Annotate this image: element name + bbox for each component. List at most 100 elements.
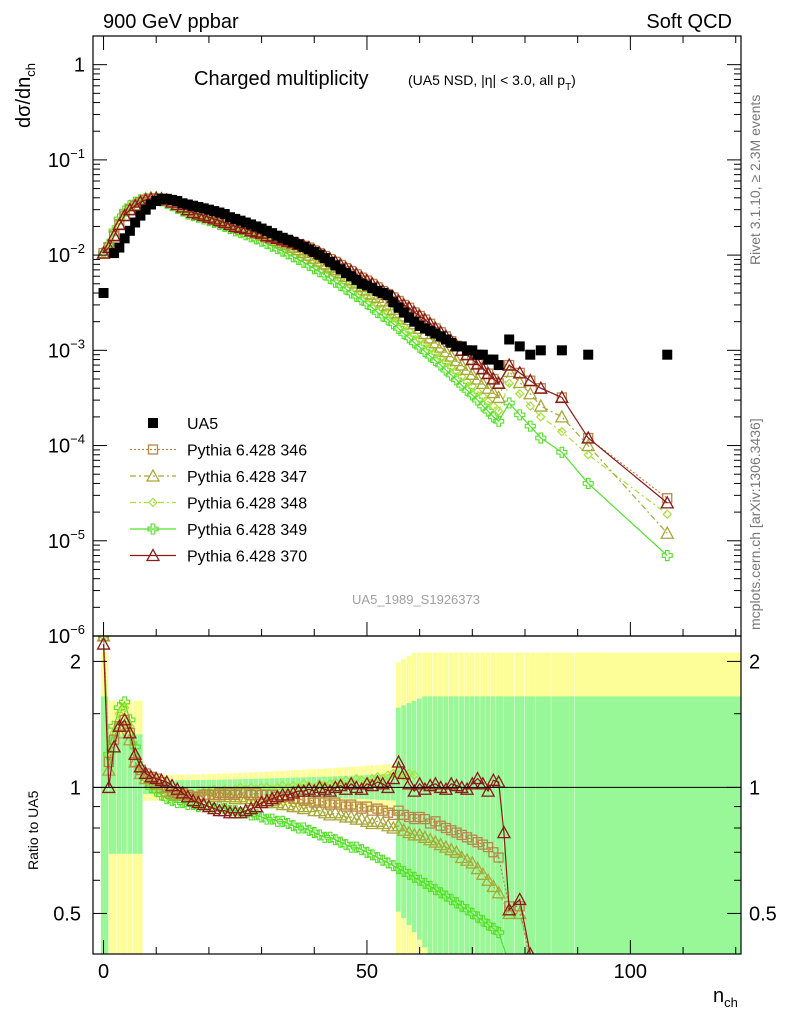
band-inner bbox=[496, 696, 504, 954]
marker-triangle bbox=[296, 783, 311, 797]
marker-triangle bbox=[481, 872, 496, 886]
data-point bbox=[472, 349, 483, 360]
marker-cross bbox=[282, 817, 294, 830]
marker-triangle bbox=[438, 344, 454, 358]
marker-triangle bbox=[322, 807, 338, 821]
marker-square bbox=[398, 809, 409, 820]
marker-cross bbox=[456, 379, 468, 391]
marker-square bbox=[230, 789, 241, 800]
marker-diamond bbox=[362, 292, 372, 303]
data-point bbox=[148, 418, 158, 428]
marker-triangle bbox=[259, 793, 274, 807]
data-point bbox=[325, 256, 336, 267]
marker-triangle bbox=[243, 801, 259, 815]
marker-diamond bbox=[462, 376, 472, 387]
data-point bbox=[419, 323, 430, 334]
marker-triangle bbox=[106, 739, 122, 753]
data-point bbox=[435, 331, 446, 342]
data-point bbox=[130, 217, 141, 228]
data-point bbox=[124, 225, 135, 236]
data-point bbox=[309, 246, 320, 257]
marker-triangle bbox=[417, 781, 432, 795]
marker-triangle bbox=[117, 712, 132, 726]
marker-triangle bbox=[491, 885, 506, 899]
marker-triangle bbox=[112, 217, 127, 231]
y-tick-label: 10−5 bbox=[48, 527, 85, 553]
band-inner bbox=[474, 696, 480, 954]
marker-diamond bbox=[119, 702, 130, 713]
marker-triangle bbox=[459, 362, 475, 376]
data-point bbox=[161, 193, 172, 204]
marker-diamond bbox=[514, 388, 525, 399]
marker-cross bbox=[472, 394, 484, 406]
legend-label: Pythia 6.428 347 bbox=[187, 469, 307, 486]
data-point bbox=[272, 230, 283, 241]
data-point bbox=[525, 349, 536, 360]
marker-cross bbox=[161, 793, 173, 805]
marker-diamond bbox=[288, 780, 299, 791]
ratio-y-tick-label-right: 1 bbox=[749, 777, 760, 799]
data-point bbox=[425, 325, 436, 336]
data-point bbox=[662, 349, 673, 360]
data-point bbox=[188, 200, 199, 211]
band-inner bbox=[551, 696, 575, 954]
marker-triangle bbox=[428, 335, 443, 349]
marker-cross bbox=[493, 415, 505, 427]
marker-cross bbox=[482, 919, 494, 931]
band-inner bbox=[137, 734, 143, 854]
data-point bbox=[167, 194, 178, 205]
marker-triangle bbox=[470, 861, 485, 875]
marker-triangle bbox=[228, 791, 243, 805]
marker-cross bbox=[493, 927, 505, 939]
marker-triangle bbox=[365, 816, 380, 830]
marker-triangle bbox=[512, 365, 527, 379]
marker-cross bbox=[408, 337, 420, 349]
marker-cross bbox=[361, 846, 373, 858]
header-left: 900 GeV ppbar bbox=[103, 11, 239, 33]
marker-triangle bbox=[502, 357, 517, 371]
marker-diamond bbox=[114, 708, 125, 719]
band-inner bbox=[485, 696, 491, 954]
data-point bbox=[372, 285, 383, 296]
marker-cross bbox=[147, 523, 159, 535]
data-point bbox=[214, 207, 225, 218]
marker-cross bbox=[482, 405, 494, 417]
y-axis-label-top: dσ/dnch bbox=[13, 63, 38, 128]
marker-triangle bbox=[407, 783, 422, 797]
marker-triangle bbox=[307, 783, 322, 797]
marker-square bbox=[351, 801, 362, 812]
ratio-y-tick-label-right: 2 bbox=[749, 651, 760, 673]
data-point bbox=[172, 196, 183, 207]
marker-square bbox=[409, 813, 420, 825]
band-inner bbox=[514, 696, 525, 954]
data-point bbox=[256, 223, 267, 234]
data-point bbox=[114, 242, 125, 253]
marker-triangle bbox=[470, 771, 485, 785]
marker-triangle bbox=[375, 293, 390, 307]
marker-triangle bbox=[265, 791, 280, 805]
marker-diamond bbox=[393, 770, 404, 780]
marker-triangle bbox=[243, 793, 259, 807]
data-point bbox=[451, 341, 462, 352]
marker-square bbox=[103, 756, 114, 768]
marker-square bbox=[147, 444, 159, 455]
marker-triangle bbox=[433, 339, 448, 353]
marker-diamond bbox=[583, 449, 594, 460]
series-line-s348 bbox=[103, 197, 668, 515]
marker-cross bbox=[119, 696, 131, 708]
data-point bbox=[393, 302, 404, 313]
marker-triangle bbox=[502, 906, 517, 920]
marker-diamond bbox=[478, 391, 488, 402]
bottom-panel-frame bbox=[92, 635, 742, 955]
marker-triangle bbox=[133, 194, 148, 208]
data-point bbox=[398, 307, 409, 318]
marker-triangle bbox=[475, 866, 490, 880]
marker-cross bbox=[329, 834, 341, 846]
marker-triangle bbox=[296, 801, 311, 815]
marker-diamond bbox=[409, 770, 420, 780]
marker-triangle bbox=[470, 356, 485, 370]
marker-cross bbox=[419, 346, 431, 358]
marker-triangle bbox=[180, 789, 195, 803]
marker-triangle bbox=[412, 308, 427, 322]
